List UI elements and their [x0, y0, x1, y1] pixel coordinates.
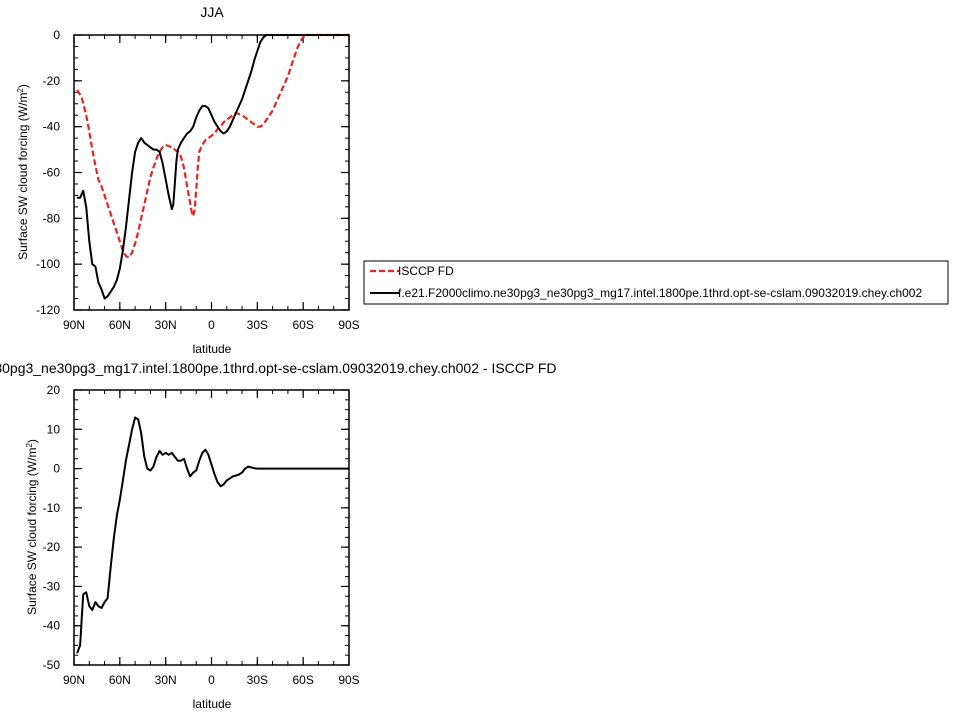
top-series-line-0 — [76, 33, 349, 259]
bottom-x-tick-label: 30S — [247, 673, 268, 687]
bottom-x-tick-label: 90N — [63, 673, 85, 687]
top-x-tick-label: 60S — [292, 318, 313, 332]
bottom-x-tick-label: 60N — [109, 673, 131, 687]
bottom-y-tick-label: -40 — [43, 619, 61, 633]
bottom-xlabel: latitude — [193, 697, 232, 711]
top-plot-frame — [73, 34, 350, 311]
top-ylabel-superscript: 2 — [16, 88, 25, 93]
top-y-tick-label: -120 — [36, 303, 60, 317]
top-y-tick-label: 0 — [53, 28, 60, 42]
bottom-y-tick-label: -10 — [43, 501, 61, 515]
bottom-x-tick-label: 90S — [338, 673, 359, 687]
bottom-ylabel: Surface SW cloud forcing (W/m2) — [25, 439, 39, 615]
top-plot-area: 90N 60N 30N 0 30S 60S 90S -120 -100 -80 -60 -40 -20 0 — [36, 28, 360, 332]
legend-label-model: f.e21.F2000climo.ne30pg3_ne30pg3_mg17.in… — [398, 286, 922, 300]
bottom-y-tick-label: -20 — [43, 540, 61, 554]
top-title: JJA — [200, 4, 224, 20]
legend-box — [363, 260, 949, 305]
bottom-y-tick-label: 10 — [47, 422, 61, 436]
top-ylabel: Surface SW cloud forcing (W/m2) — [16, 84, 30, 260]
bottom-x-tick-label: 60S — [292, 673, 313, 687]
top-x-tick-label: 90N — [63, 318, 85, 332]
top-ylabel-main: Surface SW cloud forcing (W/m — [16, 93, 30, 260]
top-x-tick-label: 30S — [247, 318, 268, 332]
top-ylabel-suffix: ) — [16, 84, 30, 88]
top-y-tick-label: -100 — [36, 257, 60, 271]
bottom-series-line-0 — [76, 416, 349, 654]
bottom-ylabel-main: Surface SW cloud forcing (W/m — [25, 448, 39, 615]
bottom-y-tick-label: 20 — [47, 383, 61, 397]
bottom-x-tick-label: 30N — [155, 673, 177, 687]
bottom-y-tick-label: -30 — [43, 579, 61, 593]
bottom-y-tick-label: 0 — [53, 462, 60, 476]
legend-label-isccp: ISCCP FD — [398, 264, 454, 278]
top-x-tick-label: 60N — [109, 318, 131, 332]
legend: ISCCP FD f.e21.F2000climo.ne30pg3_ne30pg… — [363, 260, 949, 305]
top-x-tick-label: 90S — [338, 318, 359, 332]
top-xlabel: latitude — [193, 342, 232, 356]
bottom-ylabel-suffix: ) — [25, 439, 39, 443]
bottom-plot-frame — [73, 389, 350, 666]
top-y-tick-label: -20 — [43, 74, 61, 88]
top-panel: JJA 90N 60N 30N 0 30S 60S 90S -120 -100 -80 -60 -40… — [16, 4, 360, 356]
bottom-plot-area: 90N 60N 30N 0 30S 60S 90S -50 -40 -30 -20 -10 0 10 20 — [43, 383, 360, 687]
bottom-title: f.e21.F2000climo.ne30pg3_ne30pg3_mg17.in… — [0, 360, 557, 376]
top-series-line-1 — [77, 34, 349, 300]
top-y-tick-label: -80 — [43, 211, 61, 225]
top-x-tick-label: 30N — [155, 318, 177, 332]
bottom-x-tick-label: 0 — [208, 673, 215, 687]
bottom-panel: f.e21.F2000climo.ne30pg3_ne30pg3_mg17.in… — [0, 360, 557, 711]
bottom-y-tick-label: -50 — [43, 658, 61, 672]
top-y-tick-label: -40 — [43, 120, 61, 134]
bottom-ylabel-superscript: 2 — [25, 443, 34, 448]
top-x-tick-label: 0 — [208, 318, 215, 332]
top-y-tick-label: -60 — [43, 166, 61, 180]
